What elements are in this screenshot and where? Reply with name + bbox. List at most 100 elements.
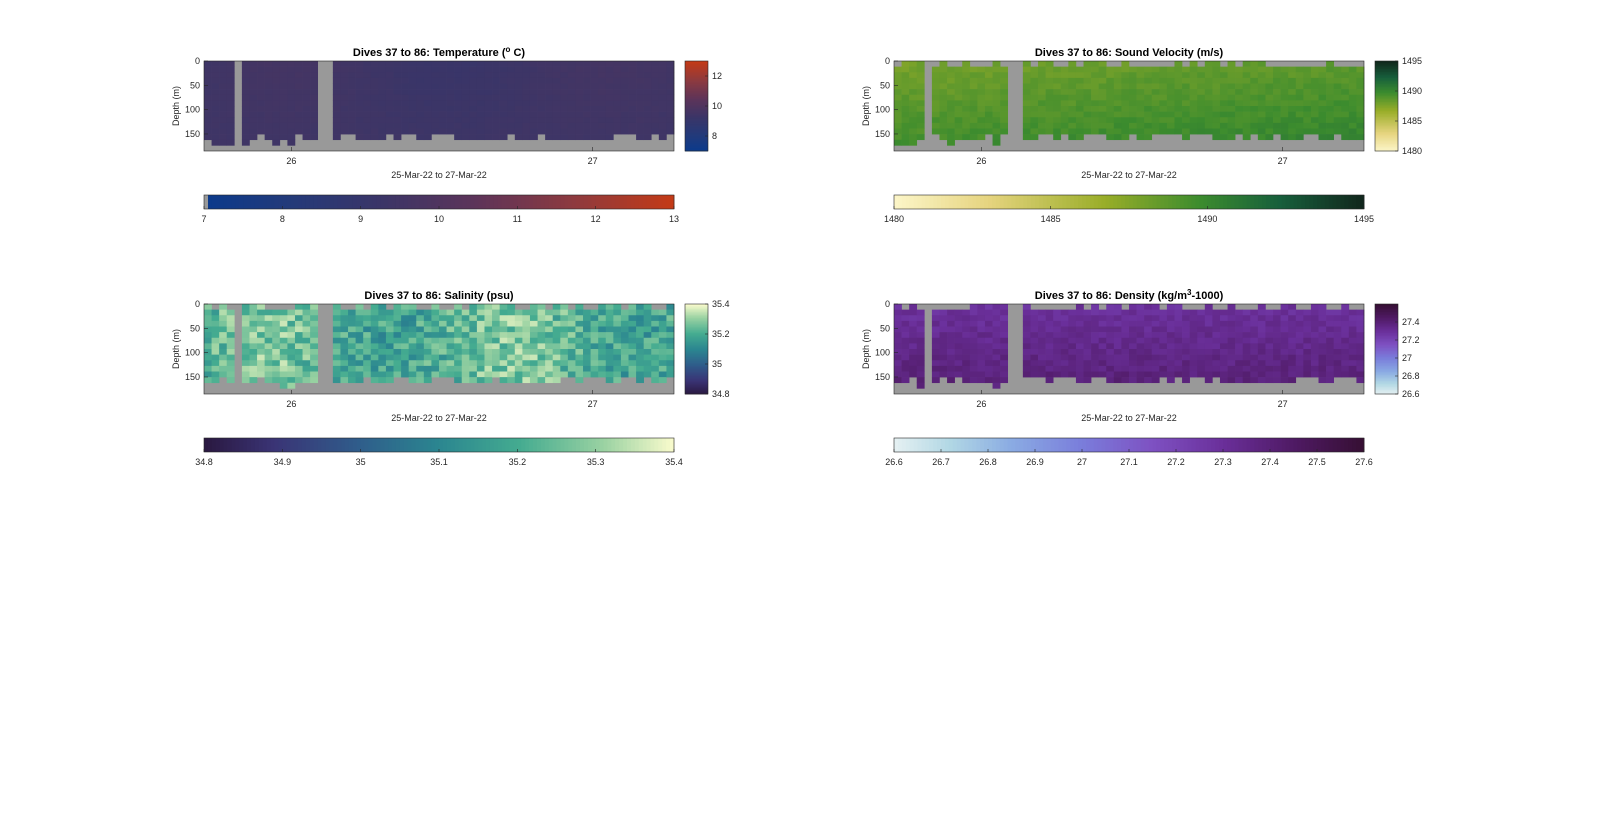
y-axis-label: Depth (m) <box>861 86 871 126</box>
y-tick-label: 150 <box>185 372 200 382</box>
colorbar-tick-label: 9 <box>358 214 363 224</box>
vertical-colorbar: 34.8 35 35.2 35.4 <box>684 299 730 399</box>
colorbar-tick-label: 13 <box>669 214 679 224</box>
colorbar-tick-label: 1480 <box>1402 146 1422 156</box>
colorbar-tick-label: 26.8 <box>979 457 997 467</box>
colorbar-tick-label: 35.2 <box>509 457 527 467</box>
colorbar-tick-label: 27.6 <box>1355 457 1373 467</box>
colorbar-tick-label: 34.8 <box>195 457 213 467</box>
vertical-colorbar: 26.6 26.8 27 27.2 27.4 <box>1374 303 1420 399</box>
x-axis-label: 25-Mar-22 to 27-Mar-22 <box>391 413 487 423</box>
y-tick-label: 50 <box>190 80 200 90</box>
y-tick-label: 150 <box>185 129 200 139</box>
colorbar-tick-label: 10 <box>434 214 444 224</box>
colorbar-tick-label: 1495 <box>1402 56 1422 66</box>
colorbar-tick-label: 7 <box>201 214 206 224</box>
y-tick-label: 100 <box>185 105 200 115</box>
horizontal-colorbar: 34.8 34.9 35 35.1 35.2 35.3 35.4 <box>195 437 683 467</box>
x-axis-label: 25-Mar-22 to 27-Mar-22 <box>391 170 487 180</box>
colorbar-tick-label: 35.4 <box>665 457 683 467</box>
no-data-swatch <box>204 195 208 209</box>
colorbar-tick-label: 26.8 <box>1402 371 1420 381</box>
colorbar-tick-label: 1490 <box>1197 214 1217 224</box>
y-tick-label: 50 <box>880 80 890 90</box>
colorbar-tick-label: 35.4 <box>712 299 730 309</box>
colorbar-frame <box>893 194 1365 210</box>
chart-title: Dives 37 to 86: Sound Velocity (m/s) <box>1035 47 1224 59</box>
colorbar-tick-label: 8 <box>280 214 285 224</box>
x-tick-label: 26 <box>286 156 296 166</box>
colorbar-tick-label: 27.4 <box>1402 317 1420 327</box>
colorbar-tick-label: 1480 <box>884 214 904 224</box>
colorbar-tick-label: 12 <box>712 71 722 81</box>
data-cells <box>204 61 675 146</box>
y-tick-label: 100 <box>875 105 890 115</box>
vertical-colorbar: 8 10 12 <box>684 60 722 152</box>
colorbar-tick-label: 35.1 <box>430 457 448 467</box>
panel-1: Dives 37 to 86: Temperature (o C) 0 50 100 1… <box>171 45 722 224</box>
axes-frame <box>203 60 675 152</box>
x-axis-label: 25-Mar-22 to 27-Mar-22 <box>1081 413 1177 423</box>
chart-title: Dives 37 to 86: Temperature (o C) <box>353 45 526 59</box>
colorbar-tick-label: 27.5 <box>1308 457 1326 467</box>
x-tick-label: 26 <box>286 399 296 409</box>
colorbar-tick-label: 27.3 <box>1214 457 1232 467</box>
x-tick-label: 26 <box>976 156 986 166</box>
y-tick-label: 0 <box>195 299 200 309</box>
y-tick-label: 0 <box>885 299 890 309</box>
x-tick-label: 27 <box>588 399 598 409</box>
y-tick-label: 50 <box>880 323 890 333</box>
y-tick-label: 0 <box>885 56 890 66</box>
colorbar-tick-label: 27 <box>1402 353 1412 363</box>
colorbar-tick-label: 35 <box>712 359 722 369</box>
panel-2: Dives 37 to 86: Sound Velocity (m/s) 0 50 1… <box>861 47 1422 224</box>
x-tick-label: 27 <box>1278 399 1288 409</box>
colorbar-tick-label: 11 <box>513 214 522 224</box>
y-tick-label: 150 <box>875 129 890 139</box>
axes-frame <box>203 303 675 395</box>
colorbar-tick-label: 27.4 <box>1261 457 1279 467</box>
x-tick-label: 27 <box>1278 156 1288 166</box>
colorbar-frame <box>1374 60 1399 152</box>
colorbar-tick-label: 1495 <box>1354 214 1374 224</box>
y-axis-label: Depth (m) <box>171 86 181 126</box>
colorbar-tick-label: 35.2 <box>712 329 730 339</box>
colorbar-tick-label: 27.2 <box>1402 335 1420 345</box>
colorbar-tick-label: 27.1 <box>1120 457 1138 467</box>
axes-frame <box>893 60 1365 152</box>
data-cells <box>894 61 1365 146</box>
horizontal-colorbar: 1480 1485 1490 1495 <box>884 194 1374 224</box>
colorbar-tick-label: 1485 <box>1041 214 1061 224</box>
y-tick-label: 100 <box>875 348 890 358</box>
y-tick-label: 0 <box>195 56 200 66</box>
y-axis-label: Depth (m) <box>171 329 181 369</box>
colorbar-tick-label: 34.9 <box>274 457 292 467</box>
panel-4: Dives 37 to 86: Density (kg/m3-1000) 0 50 1… <box>861 288 1420 467</box>
y-tick-label: 50 <box>190 323 200 333</box>
data-cells <box>894 304 1365 389</box>
colorbar-tick-label: 27.2 <box>1167 457 1185 467</box>
colorbar-tick-label: 10 <box>712 101 722 111</box>
colorbar-tick-label: 27 <box>1077 457 1087 467</box>
vertical-colorbar: 1480 1485 1490 1495 <box>1374 56 1422 156</box>
colorbar-tick-label: 8 <box>712 131 717 141</box>
panel-3: Dives 37 to 86: Salinity (psu) 0 50 100 150 D… <box>171 290 730 467</box>
colorbar-tick-label: 1485 <box>1402 116 1422 126</box>
colorbar-tick-label: 26.6 <box>885 457 903 467</box>
chart-title: Dives 37 to 86: Density (kg/m3-1000) <box>1035 288 1224 302</box>
x-axis-label: 25-Mar-22 to 27-Mar-22 <box>1081 170 1177 180</box>
colorbar-tick-label: 26.7 <box>932 457 950 467</box>
chart-title: Dives 37 to 86: Salinity (psu) <box>364 290 513 302</box>
colorbar-tick-label: 12 <box>591 214 601 224</box>
colorbar-frame <box>1374 303 1399 395</box>
horizontal-colorbar: 26.6 26.7 26.8 26.9 27 27.1 27.2 27.3 27.4 27.5 27… <box>885 437 1373 467</box>
axes-frame <box>893 303 1365 395</box>
data-cells <box>204 304 675 389</box>
colorbar-tick-label: 26.9 <box>1026 457 1044 467</box>
colorbar-tick-label: 35.3 <box>587 457 605 467</box>
colorbar-tick-label: 1490 <box>1402 86 1422 96</box>
horizontal-colorbar: 7 8 9 10 11 12 13 <box>201 194 679 224</box>
colorbar-tick-label: 35 <box>356 457 366 467</box>
y-tick-label: 100 <box>185 348 200 358</box>
